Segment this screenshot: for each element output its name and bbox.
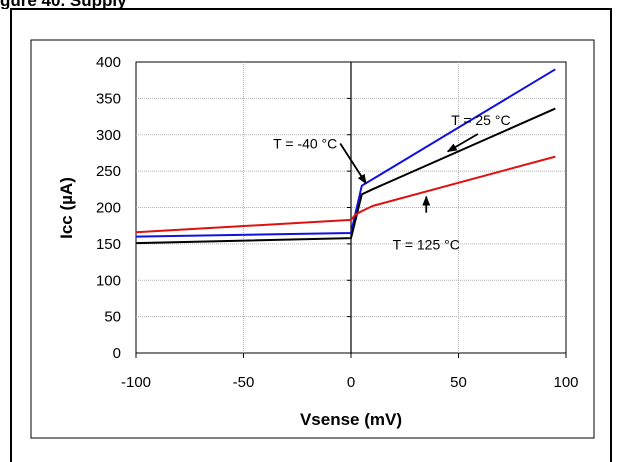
y-tick-label: 200 bbox=[96, 200, 121, 217]
annotation-label: T = 25 °C bbox=[451, 112, 510, 128]
chart-frame bbox=[30, 39, 595, 439]
series-lines bbox=[135, 68, 556, 245]
y-tick-label: 50 bbox=[104, 309, 121, 326]
y-tick-label: 350 bbox=[96, 90, 121, 107]
x-axis-title: Vsense (mV) bbox=[300, 410, 402, 429]
y-tick-label: 250 bbox=[96, 163, 121, 180]
x-tick-label: -50 bbox=[233, 374, 255, 391]
y-axis-title: Icc (µA) bbox=[57, 177, 76, 239]
series-line bbox=[135, 155, 556, 234]
y-tick-label: 0 bbox=[113, 345, 121, 362]
x-tick-label: -100 bbox=[121, 374, 151, 391]
figure-caption-fragment: gure 40. Supply bbox=[0, 0, 140, 9]
y-tick-label: 300 bbox=[96, 127, 121, 144]
annotation-label: T = 125 °C bbox=[393, 237, 460, 253]
x-tick-label: 100 bbox=[553, 374, 578, 391]
annotation-arrow bbox=[446, 133, 479, 153]
x-tick-label: 50 bbox=[450, 374, 467, 391]
figure-frame bbox=[10, 8, 612, 462]
y-tick-label: 100 bbox=[96, 272, 121, 289]
annotation-arrow bbox=[339, 142, 367, 185]
series-line bbox=[135, 107, 556, 245]
annotations: T = -40 °C T = 25 °C T = 125 °C bbox=[273, 112, 510, 253]
y-tick-label: 150 bbox=[96, 236, 121, 253]
annotation-label: T = -40 °C bbox=[273, 135, 337, 151]
y-tick-label: 400 bbox=[96, 54, 121, 71]
x-tick-label: 0 bbox=[347, 374, 355, 391]
axes: 0 50 100 150 200 250 300 350 400 -100 -50 0 50 100 bbox=[96, 54, 579, 391]
series-line bbox=[135, 68, 556, 238]
